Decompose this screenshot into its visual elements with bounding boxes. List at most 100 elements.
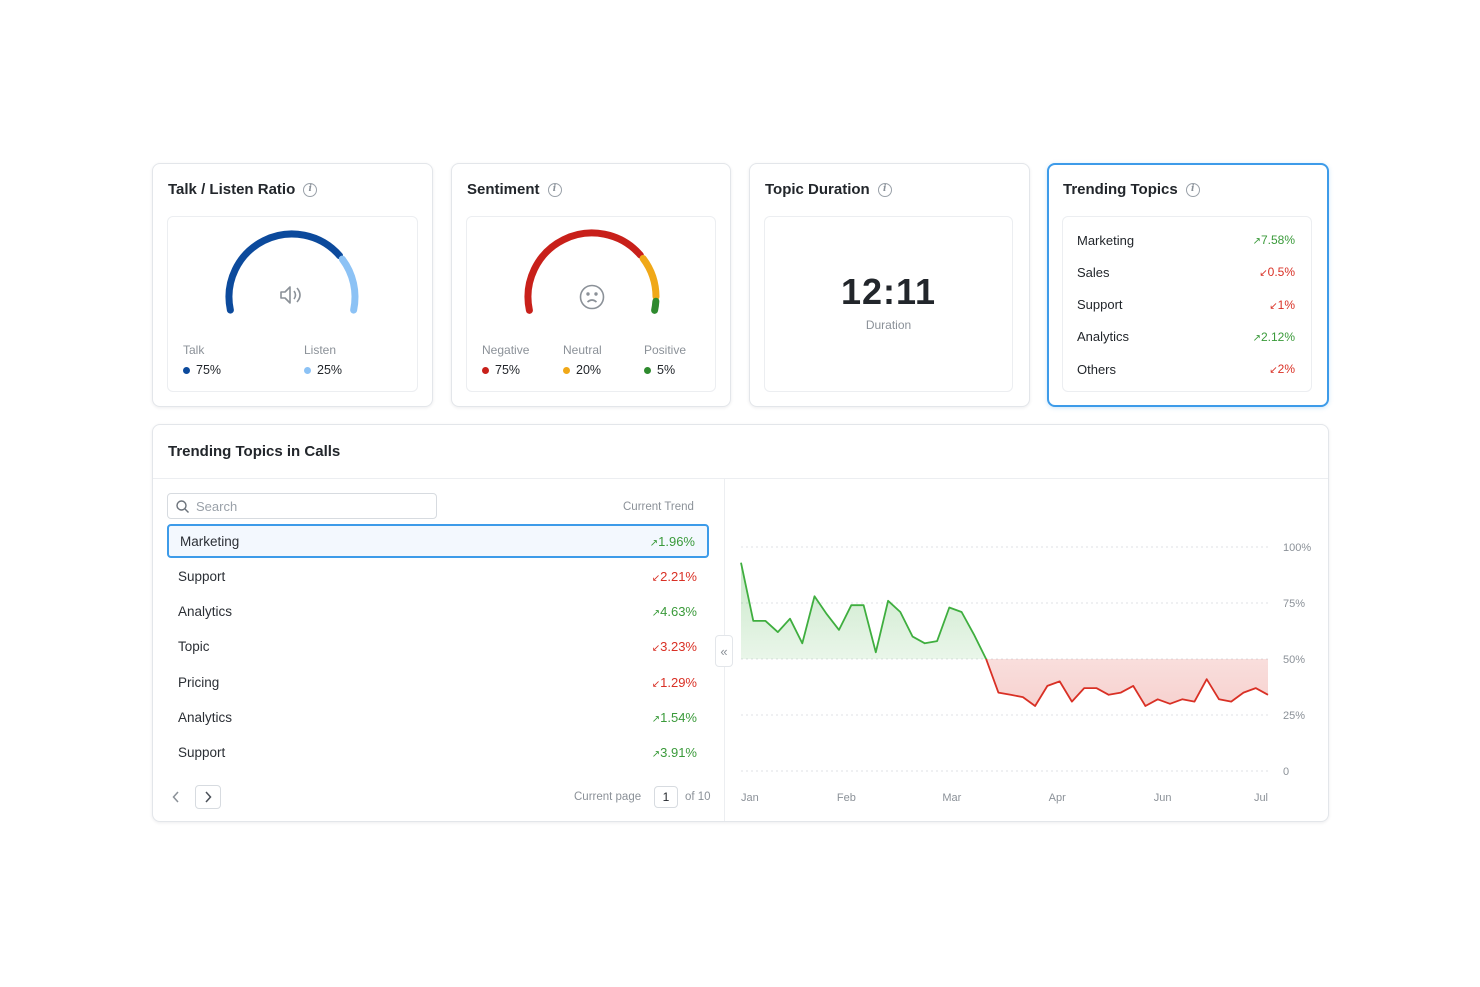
info-icon[interactable]: i (547, 182, 562, 197)
calls-panel: Trending Topics in Calls Current Trend M… (152, 424, 1329, 822)
negative-arc (524, 229, 644, 314)
next-page-button[interactable] (195, 785, 221, 809)
x-tick-label: Apr (1049, 792, 1066, 804)
trend-down-icon: ↙ (1269, 365, 1278, 377)
topic-row[interactable]: Analytics ↗4.63% (167, 595, 709, 629)
page-number-input[interactable]: 1 (654, 786, 678, 808)
topic-name: Marketing (180, 533, 240, 549)
topic-trend-value: 1.54% (660, 710, 697, 725)
topic-row[interactable]: Support ↗3.91% (167, 736, 709, 770)
duration-panel: 12:11 Duration (764, 216, 1013, 392)
positive-arc (651, 297, 660, 314)
topic-trend-value: 3.23% (660, 639, 697, 655)
trending-topic-value: 7.58% (1260, 233, 1295, 247)
divider (153, 478, 1328, 479)
topic-trend-value: 1.96% (658, 533, 695, 549)
topic-row[interactable]: Marketing ↗1.96% (167, 524, 709, 558)
y-tick-label: 25% (1283, 710, 1305, 722)
search-icon (176, 499, 189, 513)
sad-face-icon (579, 284, 605, 310)
info-icon[interactable]: i (877, 182, 892, 197)
listen-dot (304, 366, 311, 374)
topic-name: Pricing (178, 674, 220, 690)
neutral-arc (639, 254, 660, 301)
series-line-above (740, 562, 988, 659)
trending-topic-value: 2.12% (1260, 329, 1295, 344)
trending-topic-row[interactable]: Marketing ↗7.58% (1077, 231, 1295, 249)
positive-dot (644, 366, 651, 374)
neutral-value: 20% (576, 363, 602, 377)
sentiment-gauge (524, 229, 660, 314)
topic-trend-value: 1.29% (660, 674, 697, 690)
page-total-label: of 10 (685, 791, 711, 803)
search-box[interactable] (167, 493, 437, 519)
trending-topic-name: Others (1077, 361, 1117, 377)
talk-listen-card: Talk / Listen Ratio i Talk 75% Listen 25… (152, 163, 433, 407)
topic-row[interactable]: Analytics ↗1.54% (167, 701, 709, 735)
trend-down-icon: ↙ (1259, 268, 1268, 280)
duration-label: Duration (865, 318, 912, 332)
trend-down-icon: ↙ (651, 678, 661, 690)
topic-name: Support (178, 568, 226, 584)
talk-arc (225, 230, 344, 314)
trend-up-icon: ↗ (651, 714, 661, 725)
trending-topic-row[interactable]: Others ↙2% (1077, 360, 1295, 378)
trending-topic-value: 0.5% (1267, 265, 1295, 280)
neutral-legend: Neutral 20% (563, 343, 602, 377)
y-tick-label: 50% (1283, 654, 1305, 666)
topic-row[interactable]: Support ↙2.21% (167, 559, 709, 593)
listen-legend: Listen 25% (304, 343, 342, 377)
positive-value: 5% (657, 363, 676, 377)
trend-down-icon: ↙ (651, 572, 661, 584)
talk-listen-panel: Talk 75% Listen 25% (167, 216, 418, 392)
topic-name: Topic (178, 639, 210, 655)
trending-topics-panel: Marketing ↗7.58% Sales ↙0.5% Support ↙1% Analy… (1062, 216, 1312, 392)
trending-topic-row[interactable]: Support ↙1% (1077, 296, 1295, 314)
calls-title: Trending Topics in Calls (168, 443, 341, 460)
trend-up-icon: ↗ (649, 537, 659, 549)
talk-listen-gauge (225, 230, 359, 314)
prev-page-button[interactable] (163, 785, 189, 809)
sentiment-panel: Negative 75% Neutral 20% Positive 5% (466, 216, 716, 392)
topic-duration-title: Topic Duration (765, 181, 870, 198)
trending-topic-row[interactable]: Sales ↙0.5% (1077, 263, 1295, 281)
trending-topic-name: Sales (1077, 264, 1110, 280)
trending-topics-card[interactable]: Trending Topics i Marketing ↗7.58% Sales ↙0… (1047, 163, 1329, 407)
positive-label: Positive (644, 343, 687, 357)
talk-listen-title: Talk / Listen Ratio (168, 181, 296, 198)
speaker-icon (280, 286, 301, 304)
info-icon[interactable]: i (1185, 182, 1200, 197)
talk-value: 75% (196, 363, 222, 377)
chevron-right-icon (205, 791, 212, 803)
series-line-below (985, 659, 1269, 707)
info-icon[interactable]: i (303, 182, 318, 197)
area-above (741, 562, 1268, 659)
negative-value: 75% (495, 363, 521, 377)
negative-legend: Negative 75% (482, 343, 529, 377)
x-tick-label: Feb (837, 792, 856, 804)
trending-topic-name: Analytics (1077, 329, 1130, 345)
trend-up-icon: ↗ (651, 608, 661, 620)
trending-topic-name: Marketing (1077, 232, 1135, 248)
negative-dot (482, 366, 489, 374)
search-input[interactable] (196, 498, 416, 514)
listen-arc (338, 255, 359, 314)
y-tick-label: 75% (1283, 598, 1305, 610)
trend-up-icon: ↗ (1252, 332, 1261, 344)
trend-down-icon: ↙ (651, 643, 661, 655)
talk-label: Talk (183, 343, 205, 357)
x-tick-label: Mar (942, 792, 961, 804)
y-tick-label: 0 (1283, 766, 1289, 778)
x-tick-label: Jun (1154, 792, 1172, 804)
area-below (741, 659, 1268, 706)
talk-dot (183, 366, 190, 374)
topic-name: Support (178, 745, 226, 761)
collapse-panel-button[interactable]: « (715, 635, 733, 667)
positive-legend: Positive 5% (644, 343, 686, 377)
neutral-dot (563, 366, 570, 374)
topic-name: Analytics (178, 710, 233, 725)
topic-row[interactable]: Pricing ↙1.29% (167, 665, 709, 699)
chevron-left-icon (172, 791, 179, 803)
topic-row[interactable]: Topic ↙3.23% (167, 630, 709, 664)
trending-topic-row[interactable]: Analytics ↗2.12% (1077, 328, 1295, 346)
